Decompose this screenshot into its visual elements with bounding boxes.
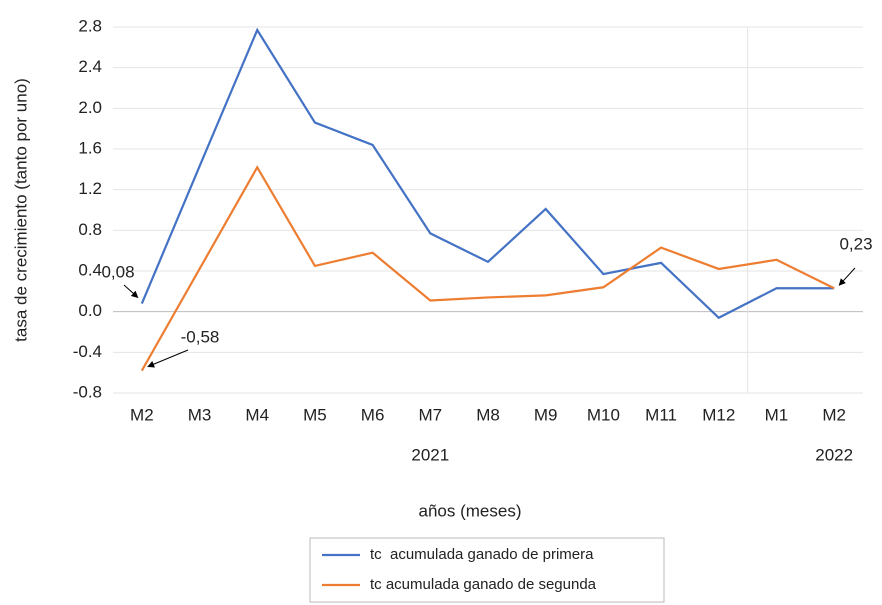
series-line [140,27,835,320]
x-tick-label: M9 [534,405,558,424]
y-tick-label: -0.4 [73,342,102,361]
annotation-arrow [123,284,139,299]
legend-label: tc acumulada ganado de primera [370,546,594,563]
annotation-arrow [147,349,189,368]
value-label: 0,08 [101,262,134,281]
value-label: 0,23 [839,234,872,253]
x-tick-label: M2 [822,405,846,424]
series-line [140,165,835,372]
y-tick-label: 2.0 [78,98,102,117]
x-tick-label: M10 [587,405,620,424]
y-tick-label: 2.8 [78,16,102,35]
y-tick-label: -0.8 [73,382,102,401]
y-tick-label: 0.4 [78,260,102,279]
x-tick-label: M1 [765,405,789,424]
legend-label: tc acumulada ganado de segunda [370,576,597,593]
y-tick-label: 2.4 [78,57,102,76]
annotation-arrow [838,267,856,286]
y-axis-title: tasa de crecimiento (tanto por uno) [11,78,30,342]
x-tick-label: M12 [702,405,735,424]
x-tick-label: M3 [188,405,212,424]
value-label: -0,58 [181,327,220,346]
x-tick-label: M5 [303,405,327,424]
x-tick-label: M6 [361,405,385,424]
year-label: 2022 [815,445,853,464]
y-tick-label: 0.8 [78,220,102,239]
y-tick-label: 0.0 [78,301,102,320]
x-tick-label: M8 [476,405,500,424]
year-label: 2021 [411,445,449,464]
x-axis-title: años (meses) [419,501,522,520]
x-tick-label: M4 [245,405,269,424]
y-tick-label: 1.2 [78,179,102,198]
x-tick-label: M2 [130,405,154,424]
x-tick-label: M11 [645,405,677,424]
y-tick-label: 1.6 [78,138,102,157]
x-tick-label: M7 [418,405,442,424]
legend-box [309,537,665,603]
